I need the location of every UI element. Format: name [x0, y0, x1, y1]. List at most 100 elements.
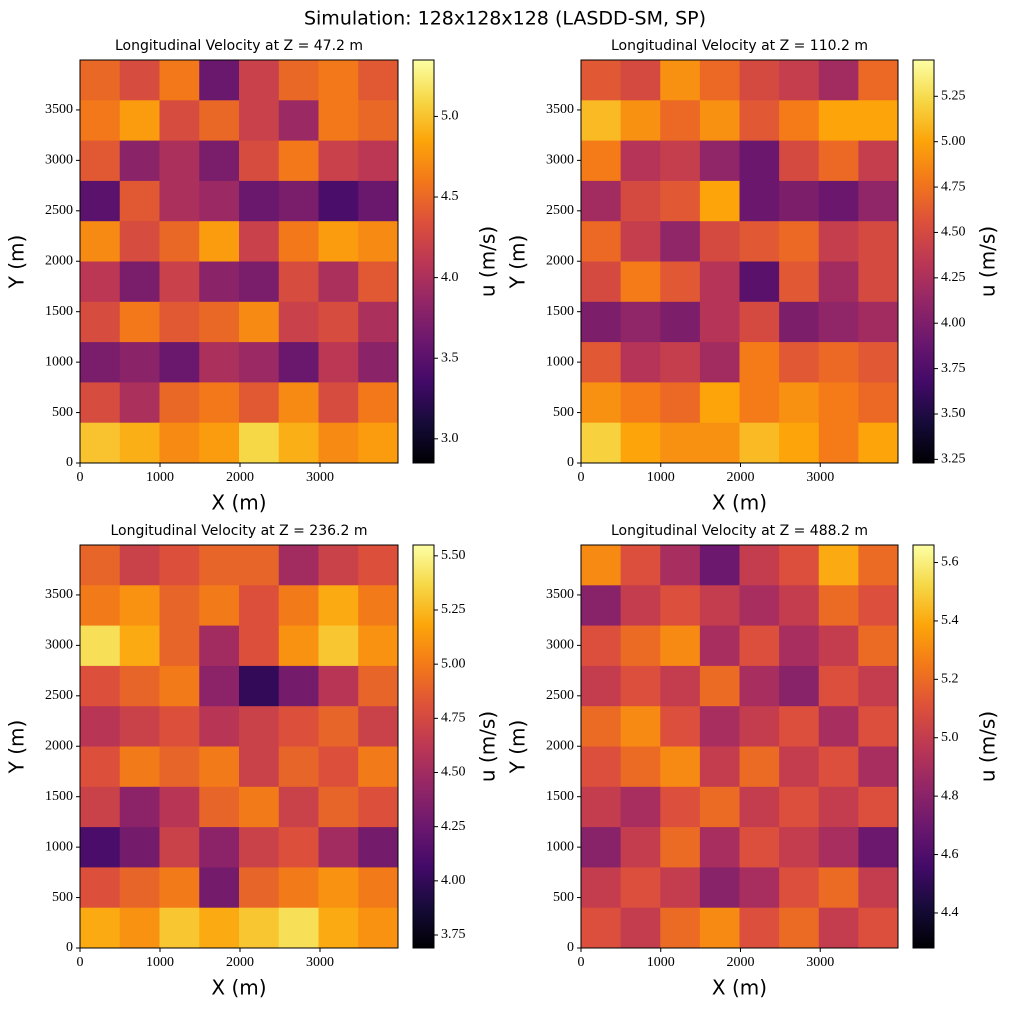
heatmap-cell	[779, 706, 820, 747]
heatmap-cell	[818, 706, 859, 747]
heatmap-cell	[358, 221, 399, 262]
x-tick-label: 2000	[726, 470, 754, 485]
heatmap-cell	[660, 382, 701, 424]
y-tick-label: 1000	[546, 354, 574, 369]
heatmap-cell	[119, 342, 160, 383]
colorbar	[412, 59, 435, 464]
x-axis-label: X (m)	[712, 491, 767, 515]
y-tick-label: 2000	[546, 738, 574, 753]
heatmap-cell	[858, 100, 899, 142]
heatmap-cell	[858, 422, 899, 464]
heatmap-cell	[159, 706, 200, 747]
heatmap-cell	[119, 261, 160, 303]
heatmap-cell	[119, 60, 160, 101]
heatmap-cell	[818, 422, 859, 464]
heatmap-cell	[159, 180, 200, 222]
heatmap-cell	[858, 786, 899, 828]
heatmap-cell	[620, 221, 661, 262]
y-axis-label: Y (m)	[506, 235, 530, 290]
heatmap-cell	[199, 180, 240, 222]
heatmap-cell	[858, 827, 899, 868]
heatmap-cell	[80, 301, 121, 343]
x-tick-label: 2000	[226, 955, 254, 970]
x-tick-label: 2000	[226, 470, 254, 485]
heatmap-cell	[358, 60, 399, 101]
heatmap-cell	[818, 827, 859, 868]
heatmap-cell	[80, 342, 121, 383]
heatmap-cell	[699, 382, 740, 424]
heatmap-cell	[80, 907, 121, 949]
heatmap-cell	[278, 140, 319, 182]
colorbar	[912, 544, 935, 949]
y-tick-label: 1000	[546, 839, 574, 854]
heatmap-cell	[80, 827, 121, 868]
heatmap-cell	[699, 746, 740, 788]
colorbar	[912, 59, 935, 464]
heatmap-cell	[80, 180, 121, 222]
heatmap-cell	[620, 706, 661, 747]
heatmap-cell	[119, 746, 160, 788]
y-tick-label: 500	[553, 405, 574, 420]
heatmap-cell	[239, 625, 280, 667]
colorbar-tick-label: 4.00	[941, 315, 966, 330]
heatmap-cell	[119, 786, 160, 828]
heatmap-cell	[779, 342, 820, 383]
heatmap-cell	[199, 706, 240, 747]
heatmap-cell	[318, 382, 359, 424]
colorbar-tick-label: 4.6	[941, 847, 959, 862]
heatmap-cell	[199, 100, 240, 142]
heatmap-cell	[159, 867, 200, 909]
colorbar-tick-label: 3.25	[941, 452, 966, 467]
heatmap-cell	[80, 786, 121, 828]
heatmap-cell	[358, 625, 399, 667]
heatmap-cell	[318, 625, 359, 667]
heatmap-cell	[581, 180, 622, 222]
colorbar-tick-label: 5.00	[941, 134, 966, 149]
heatmap-cell	[620, 180, 661, 222]
y-tick-label: 1500	[45, 304, 73, 319]
heatmap-cell	[699, 140, 740, 182]
colorbar-tick-label: 5.25	[941, 89, 966, 104]
heatmap-cell	[199, 625, 240, 667]
heatmap-cell	[858, 382, 899, 424]
heatmap-cell	[818, 665, 859, 707]
x-tick-label: 1000	[146, 955, 174, 970]
heatmap-cell	[199, 786, 240, 828]
heatmap-cell	[739, 60, 780, 101]
heatmap-cell	[318, 706, 359, 747]
heatmap-cell	[159, 261, 200, 303]
heatmap-cell	[739, 422, 780, 464]
x-axis-label: X (m)	[211, 491, 266, 515]
heatmap-cell	[739, 665, 780, 707]
heatmap-cell	[699, 100, 740, 142]
heatmap-cell	[358, 545, 399, 586]
heatmap-cell	[739, 867, 780, 909]
heatmap-cell	[779, 100, 820, 142]
colorbar-tick-label: 5.2	[941, 672, 959, 687]
heatmap-cell	[620, 585, 661, 627]
heatmap-cell	[660, 60, 701, 101]
heatmap-cell	[278, 301, 319, 343]
heatmap-cell	[739, 625, 780, 667]
plot-title: Longitudinal Velocity at Z = 110.2 m	[611, 38, 868, 54]
heatmap-cell	[620, 665, 661, 707]
heatmap-cell	[278, 827, 319, 868]
heatmap-cell	[739, 786, 780, 828]
heatmap-cell	[358, 261, 399, 303]
heatmap-cell	[818, 261, 859, 303]
heatmap-cell	[239, 382, 280, 424]
heatmap-cell	[660, 545, 701, 586]
heatmap-cell	[858, 180, 899, 222]
x-tick-label: 3000	[806, 470, 834, 485]
heatmap-cell	[119, 221, 160, 262]
heatmap-cell	[119, 100, 160, 142]
heatmap-cell	[318, 827, 359, 868]
heatmap-cell	[358, 706, 399, 747]
colorbar-tick-label: 5.0	[941, 730, 959, 745]
x-tick-label: 1000	[146, 470, 174, 485]
heatmap-cell	[739, 301, 780, 343]
y-tick-label: 500	[52, 890, 73, 905]
heatmap-cell	[199, 261, 240, 303]
x-tick-label: 1000	[647, 955, 675, 970]
heatmap-cell	[620, 301, 661, 343]
